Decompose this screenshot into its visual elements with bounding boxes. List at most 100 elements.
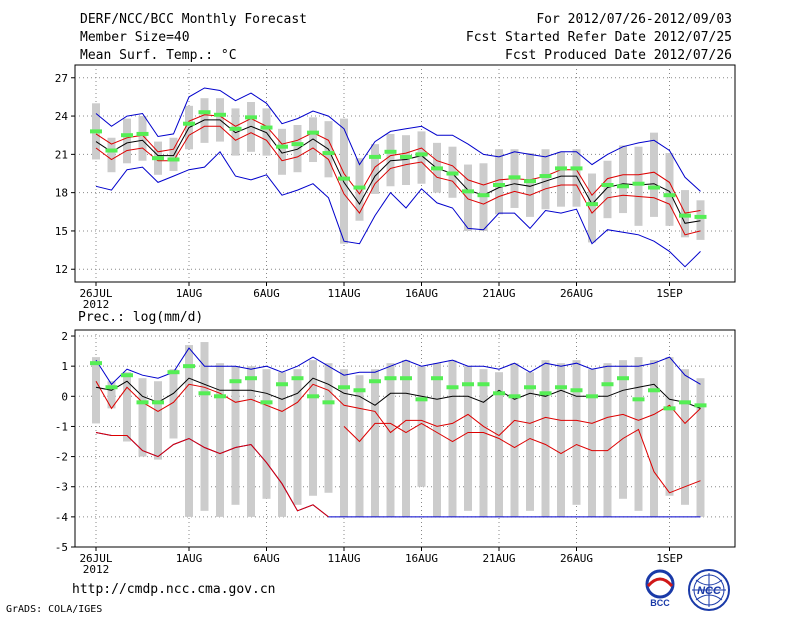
p2-ensemble-bar: [371, 369, 379, 517]
p1-ensemble-bar: [665, 153, 674, 226]
p2-observed-mark: [198, 391, 211, 396]
p1-ensemble-bar: [526, 153, 534, 217]
p2-observed-mark: [524, 385, 536, 390]
p1-observed-mark: [307, 130, 319, 135]
p1-observed-mark: [462, 189, 474, 194]
p2-observed-mark: [570, 388, 583, 393]
p1-observed-mark: [369, 154, 381, 159]
p2-observed-mark: [601, 382, 614, 387]
ncc-logo-text: NCC: [697, 585, 722, 597]
p2-observed-mark: [477, 382, 490, 387]
p2-ensemble-bar: [309, 360, 317, 496]
p2-ytick-label--3: -3: [55, 481, 68, 494]
p1-ensemble-bar: [138, 116, 147, 161]
p2-observed-mark: [338, 385, 350, 390]
p1-ytick-label-21: 21: [55, 148, 68, 161]
p1-ensemble-bar: [371, 144, 379, 194]
p2-ensemble-bar: [216, 363, 224, 517]
p2-ytick-label--2: -2: [55, 451, 68, 464]
p2-ensemble-bar: [572, 360, 581, 505]
p2-observed-mark: [369, 379, 381, 384]
p1-ensemble-bar: [402, 135, 410, 185]
p2-xtick-label-1: 1AUG: [176, 552, 203, 565]
p2-ensemble-bar: [433, 363, 441, 517]
p2-observed-mark: [136, 400, 149, 405]
p2-observed-mark: [555, 385, 567, 390]
p1-lower-line: [95, 125, 701, 236]
variable-label: Mean Surf. Temp.: °C: [80, 48, 237, 63]
p2-ensemble-bar: [92, 357, 100, 424]
p1-observed-mark: [214, 112, 226, 117]
p2-observed-mark: [663, 406, 676, 411]
p2-observed-mark: [105, 385, 118, 390]
ncc-logo: NCC: [688, 569, 730, 611]
p1-ensemble-bar: [650, 132, 658, 217]
p1-observed-mark: [694, 214, 707, 219]
p2-observed-mark: [508, 394, 521, 399]
p1-ensemble-bar: [386, 133, 395, 187]
p2-xtick-label-3: 11AUG: [327, 552, 360, 565]
p2-panel-title: Prec.: log(mm/d): [78, 310, 203, 325]
p2-observed-mark: [415, 397, 428, 402]
p1-observed-mark: [586, 202, 598, 207]
p1-observed-mark: [539, 174, 552, 179]
p1-ensemble-bar: [541, 149, 550, 210]
p1-xtick-label-1: 1AUG: [176, 287, 203, 300]
p2-ensemble-bar: [650, 360, 658, 517]
p1-observed-mark: [105, 148, 118, 153]
p1-ytick-label-15: 15: [55, 225, 68, 238]
bcc-logo: BCC: [645, 569, 675, 608]
p2-observed-mark: [431, 376, 443, 381]
p1-observed-mark: [121, 133, 133, 138]
p2-observed-mark: [291, 376, 304, 381]
p2-observed-mark: [167, 370, 180, 375]
p2-ensemble-bar: [154, 381, 162, 460]
p1-xtick-label-4: 16AUG: [405, 287, 438, 300]
p2-ensemble-bar: [681, 369, 689, 505]
p2-observed-mark: [245, 376, 257, 381]
p1-xtick-label-2: 6AUG: [253, 287, 280, 300]
p1-plot-frame: [74, 64, 736, 283]
bcc-logo-text: BCC: [650, 598, 670, 608]
p2-observed-mark: [400, 376, 412, 381]
p2-xtick-label-6: 26AUG: [560, 552, 593, 565]
p1-observed-mark: [322, 151, 335, 156]
p2-ensemble-bar: [231, 366, 240, 505]
p2-observed-mark: [121, 373, 133, 378]
p1-ytick-label-24: 24: [55, 110, 69, 123]
p1-ensemble-bar: [200, 98, 209, 143]
p1-observed-mark: [617, 184, 629, 189]
p2-ensemble-bar: [588, 369, 596, 517]
p2-ensemble-bar: [603, 363, 612, 517]
p2-ensemble-bar: [247, 366, 255, 517]
p1-observed-mark: [431, 166, 443, 171]
fcst-produced-date: Fcst Produced Date 2012/07/26: [505, 48, 732, 63]
p2-ytick-label-0: 0: [61, 390, 68, 403]
p2-observed-mark: [679, 400, 691, 405]
p2-ensemble-bar: [634, 357, 643, 511]
p2-observed-mark: [260, 400, 273, 405]
p1-ensemble-bar: [588, 173, 596, 243]
p1-ensemble-bar: [231, 108, 240, 156]
p2-ensemble-bar: [123, 372, 131, 442]
p2-ensemble-bar: [696, 378, 705, 517]
p2-ensemble-bar: [557, 363, 565, 517]
p1-observed-mark: [415, 152, 428, 157]
p2-ytick-label--5: -5: [55, 541, 68, 554]
website-url[interactable]: http://cmdp.ncc.cma.gov.cn: [72, 582, 276, 597]
p1-ensemble-bar: [464, 164, 472, 231]
forecast-period: For 2012/07/26-2012/09/03: [536, 12, 732, 27]
fcst-started-date: Fcst Started Refer Date 2012/07/25: [465, 30, 732, 45]
p1-xtick-label-5: 21AUG: [482, 287, 515, 300]
p1-ensemble-bar: [417, 131, 426, 184]
p1-observed-mark: [555, 166, 567, 171]
p2-ensemble-bar: [402, 360, 410, 517]
p1-observed-mark: [183, 121, 195, 126]
p2-observed-mark: [307, 394, 319, 399]
p2-lower-line-a: [95, 432, 329, 518]
p1-ensemble-bar: [557, 151, 565, 207]
p2-observed-mark: [214, 394, 226, 399]
p1-observed-mark: [167, 157, 180, 162]
p1-observed-mark: [663, 193, 676, 198]
